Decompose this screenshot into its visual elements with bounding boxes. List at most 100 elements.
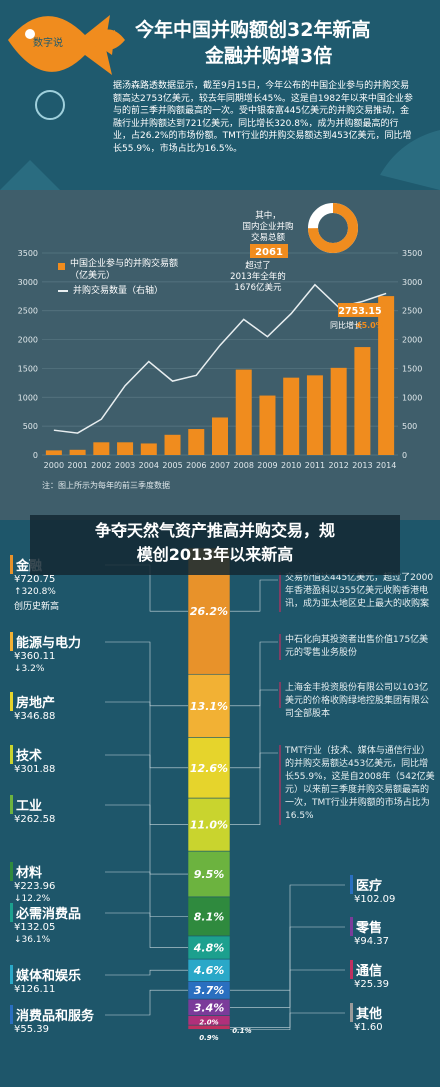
sector-name: 技术 bbox=[10, 745, 42, 764]
bar bbox=[330, 367, 347, 455]
sector-change: ↓12.2% bbox=[14, 894, 51, 904]
callout-text: 交易总额 bbox=[251, 232, 286, 243]
sector-value: ¥346.88 bbox=[14, 711, 56, 722]
legend-swatch bbox=[58, 290, 68, 292]
share-label: 0.9% bbox=[199, 1034, 218, 1042]
share-segment bbox=[187, 797, 231, 852]
header-body: 据汤森路透数据显示，截至9月15日，今年公布的中国企业参与的并购交易额高达275… bbox=[113, 81, 413, 154]
sector-name: 必需消费品 bbox=[10, 903, 81, 922]
connector bbox=[105, 871, 188, 917]
callout-value: 2061 bbox=[255, 247, 283, 258]
connector bbox=[105, 641, 188, 707]
connector bbox=[230, 689, 278, 769]
bar bbox=[117, 442, 134, 455]
bar bbox=[235, 369, 252, 455]
sector-name: 媒体和娱乐 bbox=[10, 965, 81, 984]
y-tick-label: 500 bbox=[23, 422, 38, 431]
connector bbox=[105, 912, 188, 948]
banner: 争夺天然气资产推高并购交易，规 模创2013年以来新高 bbox=[30, 515, 400, 575]
connector bbox=[105, 701, 188, 769]
sector-change: ↓3.2% bbox=[14, 664, 45, 674]
y2-tick-label: 500 bbox=[402, 422, 417, 431]
deal-text: 上海金丰投资股份有限公司以103亿美元的价格收购绿地控股集团有限公司全部股本 bbox=[285, 683, 430, 719]
bar bbox=[188, 429, 205, 455]
legend-swatch bbox=[58, 263, 65, 270]
legend-item: 中国企业参与的并购交易额（亿美元） bbox=[58, 258, 178, 282]
x-tick-label: 2006 bbox=[186, 461, 206, 470]
highlight-value: 2753.15 bbox=[338, 306, 381, 317]
share-label: 2.0% bbox=[199, 1018, 218, 1026]
bar bbox=[283, 377, 300, 455]
sector-value: ¥132.05 bbox=[14, 922, 56, 933]
y-tick-label: 0 bbox=[33, 451, 38, 460]
callout-box bbox=[250, 244, 288, 258]
share-label: 26.2% bbox=[190, 605, 228, 618]
connector bbox=[230, 752, 278, 825]
sector-value: ¥55.39 bbox=[14, 1024, 49, 1035]
y2-tick-label: 3000 bbox=[402, 278, 422, 287]
x-tick-label: 2009 bbox=[257, 461, 277, 470]
banner-line: 争夺天然气资产推高并购交易，规 bbox=[94, 521, 335, 540]
y-tick-label: 3500 bbox=[18, 249, 38, 258]
share-label: 4.8% bbox=[193, 942, 225, 955]
callout-text: 国内企业并购 bbox=[242, 221, 293, 232]
share-label: 3.7% bbox=[194, 984, 225, 997]
sector-value: ¥102.09 bbox=[354, 894, 396, 905]
sector-value: ¥720.75 bbox=[14, 574, 56, 585]
connector bbox=[230, 641, 278, 707]
sector-value: ¥262.58 bbox=[14, 814, 56, 825]
highlight-text: 同比增长 bbox=[330, 320, 362, 330]
y2-tick-label: 3500 bbox=[402, 249, 422, 258]
connector bbox=[230, 926, 345, 1008]
bar bbox=[69, 449, 86, 455]
sector-name: 能源与电力 bbox=[10, 632, 81, 651]
legend-item: 并购交易数量（右轴） bbox=[58, 285, 178, 297]
sector-value: ¥25.39 bbox=[354, 979, 389, 990]
connector bbox=[230, 1012, 345, 1031]
x-tick-label: 2012 bbox=[328, 461, 348, 470]
x-tick-label: 2011 bbox=[305, 461, 325, 470]
share-label: 11.0% bbox=[190, 819, 228, 832]
connector bbox=[105, 804, 188, 875]
title-line: 金融并购增3倍 bbox=[204, 44, 332, 67]
connector bbox=[105, 989, 188, 1016]
y2-tick-label: 2500 bbox=[402, 307, 422, 316]
title-line: 今年中国并购额创32年新高 bbox=[134, 18, 370, 41]
y-tick-label: 1500 bbox=[18, 364, 38, 373]
y2-tick-label: 1500 bbox=[402, 364, 422, 373]
deal-text: 中石化向其投资者出售价值175亿美元的零售业务股份 bbox=[285, 635, 429, 658]
sector-value: ¥360.11 bbox=[14, 651, 56, 662]
share-segment bbox=[187, 737, 231, 799]
logo: 数字说 bbox=[33, 36, 63, 49]
deal-text: 交易价值达445亿美元，超过了2000年香港盈科以355亿美元收购香港电讯，成为… bbox=[285, 573, 434, 609]
y-tick-label: 2500 bbox=[18, 307, 38, 316]
connector bbox=[230, 579, 278, 612]
connector bbox=[230, 884, 345, 991]
share-label: 9.5% bbox=[194, 868, 225, 881]
callout-text: 超过了 bbox=[245, 260, 271, 271]
y-tick-label: 1000 bbox=[18, 393, 38, 402]
sector-name: 零售 bbox=[350, 917, 382, 936]
bar bbox=[354, 347, 371, 455]
y2-tick-label: 0 bbox=[402, 451, 407, 460]
bar bbox=[306, 375, 323, 455]
highlight-change: 45.0% bbox=[356, 321, 384, 330]
legend-label: 中国企业参与的并购交易额（亿美元） bbox=[70, 259, 179, 281]
fish-decoration bbox=[0, 15, 440, 190]
bar bbox=[140, 443, 157, 455]
share-label: 3.4% bbox=[194, 1001, 225, 1014]
sector-value: ¥301.88 bbox=[14, 764, 56, 775]
bar bbox=[93, 442, 110, 455]
share-label: 8.1% bbox=[194, 910, 225, 923]
bar bbox=[259, 395, 276, 455]
callout-text: 其中， bbox=[255, 210, 281, 221]
share-segment bbox=[187, 673, 231, 738]
callout-text: 2013年全年的 bbox=[230, 271, 286, 282]
x-tick-label: 2003 bbox=[115, 461, 135, 470]
sector-name: 消费品和服务 bbox=[10, 1005, 94, 1024]
legend: 中国企业参与的并购交易额（亿美元） 并购交易数量（右轴） bbox=[58, 258, 178, 300]
x-tick-label: 2007 bbox=[210, 461, 230, 470]
callout-text: 1676亿美元 bbox=[234, 282, 282, 293]
